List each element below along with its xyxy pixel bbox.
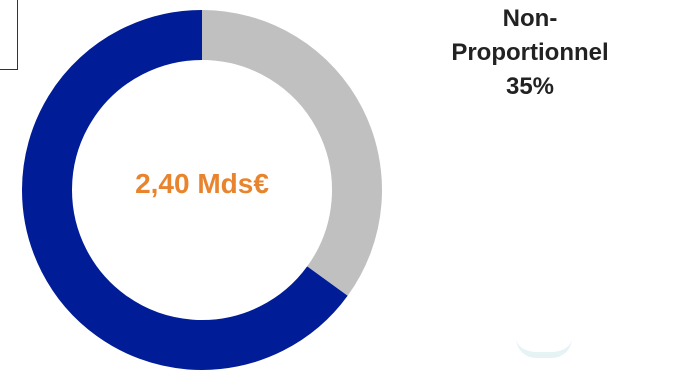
slice-label-name-line2: Proportionnel bbox=[451, 39, 609, 66]
donut-center-total: 2,40 Mds€ bbox=[135, 168, 269, 199]
slice-label-non-proportionnel: Non- Proportionnel 35% bbox=[430, 2, 630, 104]
donut-slice-1 bbox=[201, 10, 382, 296]
frame-corner bbox=[0, 0, 18, 70]
donut-slices bbox=[22, 10, 382, 370]
donut-slice-2 bbox=[22, 10, 348, 370]
slice-label-percent: 35% bbox=[505, 73, 555, 100]
decorative-arc bbox=[516, 338, 572, 358]
slice-label-name-line1: Non- bbox=[502, 5, 558, 32]
